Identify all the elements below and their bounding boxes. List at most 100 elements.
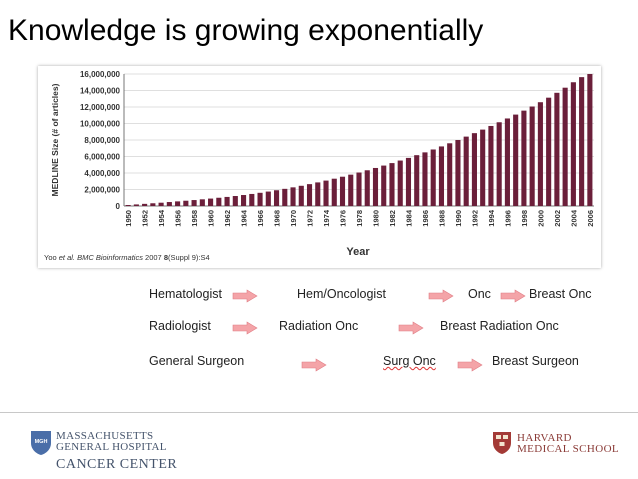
bar (306, 184, 313, 206)
x-tick-label: 1980 (371, 210, 380, 227)
x-tick-label: 1994 (487, 209, 496, 227)
bar (331, 178, 337, 206)
y-tick-label: 4,000,000 (84, 169, 120, 178)
bar (397, 160, 403, 206)
bar (133, 204, 139, 206)
bar (455, 140, 461, 206)
y-tick-label: 10,000,000 (80, 120, 121, 129)
bar (241, 195, 247, 206)
slide-title: Knowledge is growing exponentially (8, 14, 484, 47)
y-tick-label: 0 (116, 202, 121, 211)
right-arrow-icon (428, 289, 454, 303)
bar (389, 163, 395, 206)
y-tick-label: 14,000,000 (80, 87, 121, 96)
bar (232, 196, 238, 206)
mgh-name-line2: GENERAL HOSPITAL (56, 441, 167, 453)
chart-frame: 0 2,000,000 4,000,000 6,000,000 8,000,000 10,… (38, 66, 601, 268)
bar (422, 152, 428, 206)
right-arrow-icon (398, 321, 424, 335)
x-tick-label: 1984 (404, 209, 413, 227)
x-tick-label: 1972 (306, 210, 315, 227)
flow-radiologist: Radiologist (149, 319, 211, 333)
harvard-name-line2: MEDICAL SCHOOL (517, 443, 620, 455)
x-tick-label: 2006 (586, 210, 595, 227)
bar (356, 172, 362, 206)
bar (249, 193, 255, 206)
bar (339, 176, 346, 206)
bar (447, 143, 453, 206)
bar (570, 82, 576, 206)
mgh-shield-icon: MGH (31, 431, 51, 455)
y-tick-label: 8,000,000 (84, 136, 120, 145)
medline-bar-chart: 0 2,000,000 4,000,000 6,000,000 8,000,000 10,… (50, 70, 595, 258)
bar (265, 191, 271, 206)
x-tick-label: 1958 (190, 210, 199, 227)
right-arrow-icon (500, 289, 526, 303)
flow-radiation-onc: Radiation Onc (279, 319, 359, 333)
bar (364, 170, 370, 206)
bar (405, 157, 412, 206)
harvard-shield-icon (493, 432, 511, 454)
harvard-name: HARVARD MEDICAL SCHOOL (517, 433, 619, 455)
bar (282, 188, 288, 206)
right-arrow-icon (457, 358, 483, 372)
x-tick-label: 1950 (124, 210, 133, 227)
x-tick-label: 1978 (355, 210, 364, 227)
bar (414, 155, 420, 206)
bar (496, 122, 502, 206)
bar (554, 92, 560, 206)
x-axis-title: Year (346, 246, 370, 258)
bar (216, 197, 222, 206)
x-tick-label: 2000 (536, 210, 545, 227)
x-tick-label: 1954 (157, 209, 166, 227)
right-arrow-icon (232, 321, 258, 335)
bar (529, 106, 535, 206)
bar (166, 202, 172, 206)
right-arrow-icon (301, 358, 327, 372)
x-tick-label: 1966 (256, 210, 265, 227)
bar (381, 165, 387, 206)
bar (579, 77, 585, 206)
bar (513, 114, 519, 206)
bar (438, 146, 445, 206)
x-tick-label: 1970 (289, 210, 298, 227)
x-tick-label: 1960 (207, 210, 216, 227)
x-tick-label: 1974 (322, 209, 331, 227)
x-tick-label: 1998 (520, 210, 529, 227)
x-tick-label: 1988 (437, 210, 446, 227)
bar (348, 174, 354, 206)
x-tick-label: 1962 (223, 210, 232, 227)
bar (562, 87, 568, 206)
bar (199, 199, 205, 206)
harvard-name-line1: HARVARD (517, 432, 572, 444)
y-tick-label: 6,000,000 (84, 153, 120, 162)
x-tick-label: 1992 (470, 210, 479, 227)
bar (323, 180, 329, 206)
citation: Yoo et al. BMC Bioinformatics 2007 8(Sup… (44, 253, 210, 262)
bar (158, 202, 164, 206)
bar (142, 203, 148, 206)
bar (208, 198, 214, 206)
y-tick-label: 12,000,000 (80, 103, 121, 112)
flow-surg-onc: Surg Onc (383, 354, 436, 368)
flow-breast-onc: Breast Onc (529, 287, 592, 301)
bar (290, 187, 296, 206)
bar (488, 125, 494, 206)
citation-pages: (Suppl 9):S4 (167, 253, 210, 262)
citation-volume: 8 (163, 253, 168, 262)
bar (480, 129, 486, 206)
flow-general-surgeon: General Surgeon (149, 354, 245, 368)
right-arrow-icon (232, 289, 258, 303)
bar (430, 149, 436, 206)
bar (463, 136, 469, 206)
flow-onc: Onc (468, 287, 491, 301)
bar (537, 102, 543, 206)
mgh-name-line1: MASSACHUSETTS (56, 430, 154, 442)
bar (372, 167, 379, 206)
y-axis-title: MEDLINE Size (# of articles) (50, 83, 60, 196)
mgh-cancer-center: CANCER CENTER (56, 457, 178, 472)
bar (224, 196, 230, 206)
bar (315, 182, 321, 206)
x-tick-label: 1952 (141, 210, 150, 227)
flow-breast-surgeon: Breast Surgeon (492, 354, 579, 368)
